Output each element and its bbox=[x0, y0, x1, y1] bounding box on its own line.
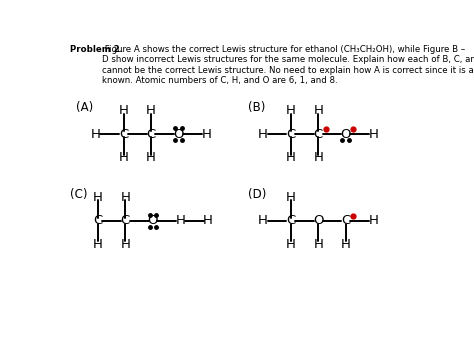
Text: C: C bbox=[146, 128, 156, 140]
Text: Figure A shows the correct Lewis structure for ethanol (CH₃CH₂OH), while Figure : Figure A shows the correct Lewis structu… bbox=[102, 45, 474, 85]
Text: H: H bbox=[146, 151, 156, 164]
Text: H: H bbox=[313, 104, 323, 117]
Text: H: H bbox=[286, 104, 296, 117]
Text: H: H bbox=[118, 151, 128, 164]
Text: H: H bbox=[368, 128, 378, 140]
Text: O: O bbox=[313, 214, 323, 227]
Text: O: O bbox=[148, 214, 158, 227]
Text: H: H bbox=[258, 214, 268, 227]
Text: H: H bbox=[286, 151, 296, 164]
Text: (B): (B) bbox=[248, 101, 266, 114]
Text: H: H bbox=[286, 238, 296, 251]
Text: (D): (D) bbox=[248, 188, 267, 201]
Text: H: H bbox=[93, 191, 103, 204]
Text: H: H bbox=[120, 238, 130, 251]
Text: H: H bbox=[368, 214, 378, 227]
Text: H: H bbox=[118, 104, 128, 117]
Text: H: H bbox=[93, 238, 103, 251]
Text: H: H bbox=[120, 191, 130, 204]
Text: H: H bbox=[203, 214, 213, 227]
Text: H: H bbox=[201, 128, 211, 140]
Text: (C): (C) bbox=[70, 188, 87, 201]
Text: H: H bbox=[313, 151, 323, 164]
Text: Problem 2.: Problem 2. bbox=[70, 45, 123, 54]
Text: H: H bbox=[286, 191, 296, 204]
Text: C: C bbox=[121, 214, 130, 227]
Text: C: C bbox=[341, 214, 350, 227]
Text: H: H bbox=[313, 238, 323, 251]
Text: H: H bbox=[258, 128, 268, 140]
Text: C: C bbox=[286, 128, 295, 140]
Text: O: O bbox=[340, 128, 351, 140]
Text: H: H bbox=[91, 128, 101, 140]
Text: H: H bbox=[175, 214, 185, 227]
Text: C: C bbox=[314, 128, 323, 140]
Text: C: C bbox=[119, 128, 128, 140]
Text: H: H bbox=[341, 238, 351, 251]
Text: O: O bbox=[173, 128, 184, 140]
Text: C: C bbox=[93, 214, 102, 227]
Text: H: H bbox=[146, 104, 156, 117]
Text: C: C bbox=[286, 214, 295, 227]
Text: (A): (A) bbox=[76, 101, 93, 114]
